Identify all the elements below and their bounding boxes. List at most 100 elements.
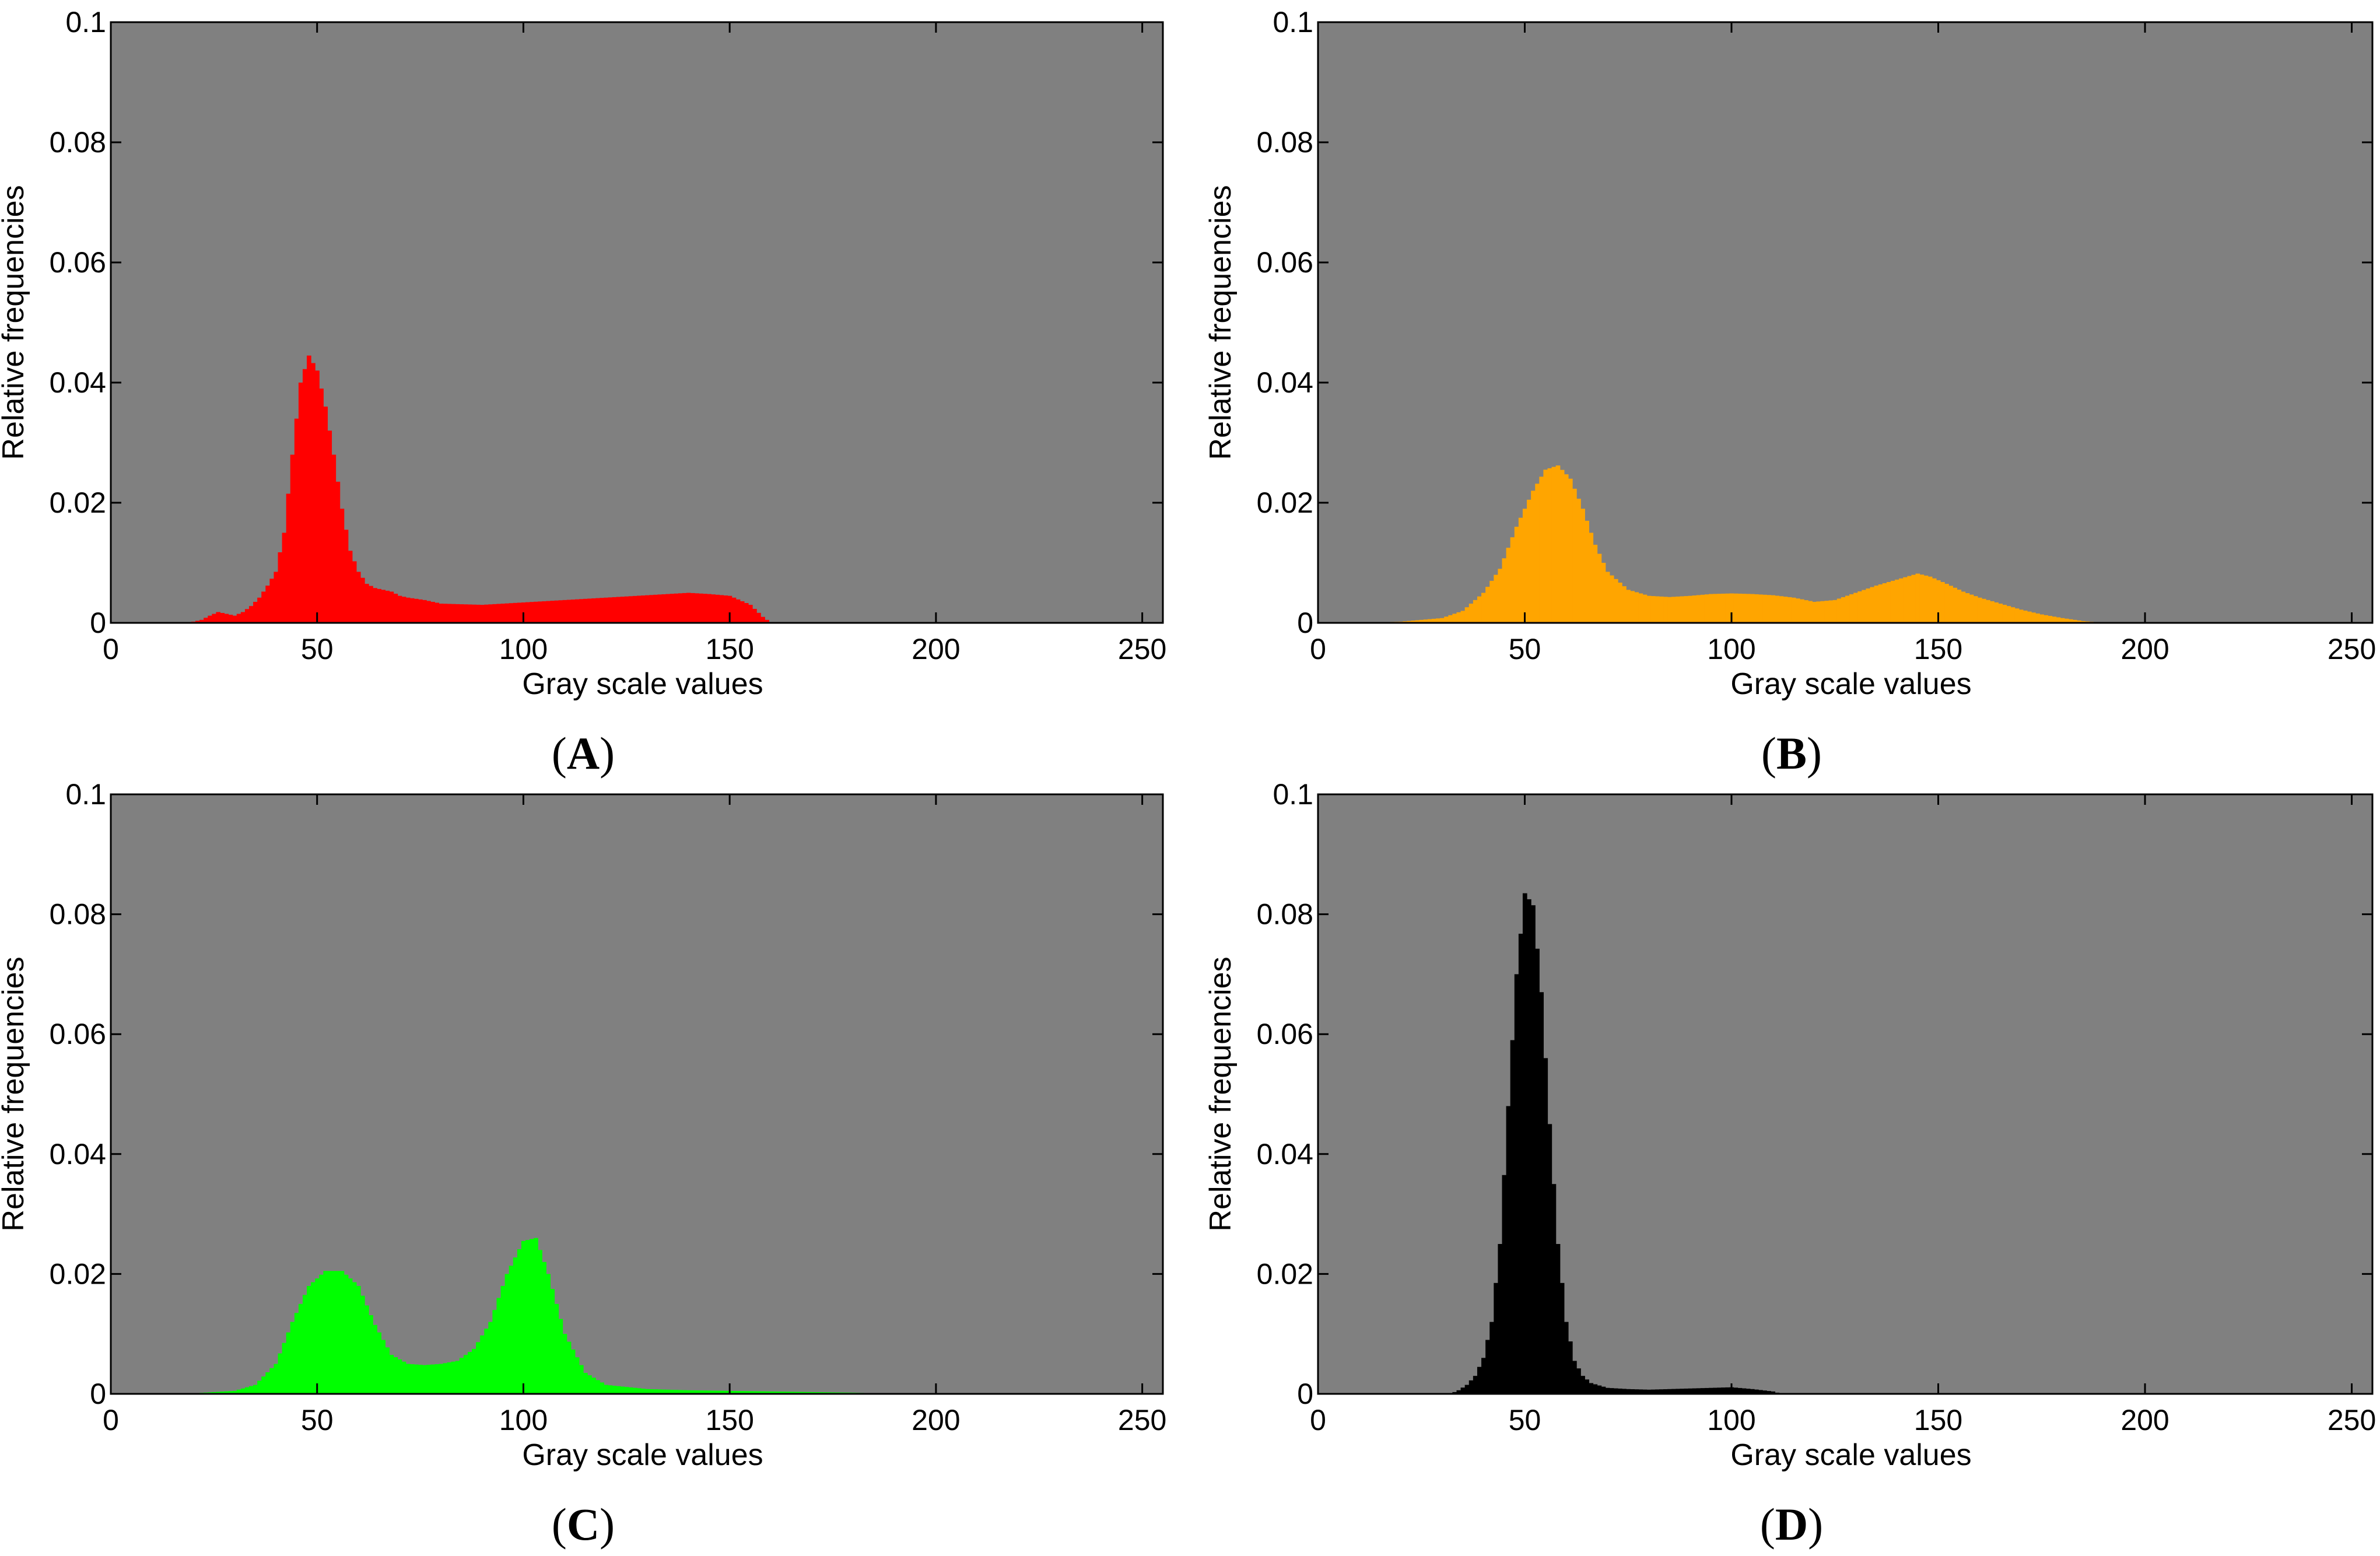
histogram-bar bbox=[1667, 597, 1672, 623]
histogram-bar bbox=[1709, 594, 1713, 623]
histogram-bar bbox=[1489, 580, 1494, 623]
histogram-bar bbox=[1692, 595, 1697, 623]
histogram-bar bbox=[703, 1390, 707, 1394]
y-tick-label: 0.02 bbox=[50, 1257, 106, 1290]
histogram-bar bbox=[1489, 1322, 1494, 1394]
y-tick-label: 0 bbox=[90, 1378, 106, 1410]
histogram-bar bbox=[1514, 974, 1519, 1394]
histogram-bar bbox=[686, 593, 691, 623]
histogram-bar bbox=[1502, 558, 1507, 623]
histogram-bar bbox=[401, 1361, 406, 1394]
histogram-bar bbox=[1737, 593, 1743, 623]
histogram-bar bbox=[534, 601, 538, 623]
y-tick-label: 0.04 bbox=[50, 366, 106, 399]
histogram-bar bbox=[459, 1358, 464, 1394]
histogram-bar bbox=[1444, 616, 1449, 623]
histogram-bar bbox=[1700, 594, 1705, 623]
histogram-bar bbox=[707, 1390, 711, 1394]
histogram-bar bbox=[418, 599, 423, 623]
y-tick-label: 0.06 bbox=[1257, 246, 1313, 279]
histogram-bars bbox=[154, 1238, 893, 1394]
x-axis-label: Gray scale values bbox=[522, 1438, 763, 1472]
histogram-bar bbox=[1725, 593, 1730, 623]
histogram-bar bbox=[579, 1365, 584, 1394]
histogram-bar bbox=[369, 586, 373, 623]
histogram-bar bbox=[298, 1303, 303, 1394]
histogram-bar bbox=[413, 1364, 419, 1394]
histogram-bar bbox=[1862, 590, 1867, 623]
histogram-bar bbox=[1531, 905, 1536, 1394]
histogram-bar bbox=[1593, 545, 1598, 623]
histogram-bar bbox=[1800, 599, 1804, 623]
histogram-bar bbox=[1828, 600, 1834, 623]
histogram-bar bbox=[418, 1365, 423, 1394]
histogram-bar bbox=[1771, 1391, 1776, 1394]
histogram-bar bbox=[228, 1391, 233, 1394]
histogram-bar bbox=[373, 588, 377, 623]
histogram-bar bbox=[612, 1386, 617, 1394]
histogram-bar bbox=[1559, 469, 1565, 623]
histogram-bar bbox=[1779, 596, 1784, 623]
histogram-bar bbox=[752, 1391, 757, 1394]
histogram-bar bbox=[430, 1364, 435, 1394]
histogram-bar bbox=[1485, 587, 1490, 623]
histogram-bar bbox=[723, 1390, 728, 1394]
histogram-bar bbox=[661, 1389, 667, 1394]
histogram-bar bbox=[2068, 619, 2073, 623]
histogram-bar bbox=[348, 1278, 353, 1394]
histogram-bar bbox=[686, 1390, 691, 1394]
histogram-bar bbox=[1568, 1341, 1573, 1394]
histogram-bar bbox=[381, 590, 386, 623]
histogram-bar bbox=[530, 602, 534, 623]
x-tick-label: 200 bbox=[2120, 1404, 2169, 1436]
histogram-bar bbox=[1531, 490, 1536, 623]
histogram-bar bbox=[517, 602, 522, 623]
histogram-bar bbox=[409, 1364, 415, 1394]
x-tick-label: 150 bbox=[705, 1404, 753, 1436]
histogram-bar bbox=[257, 597, 262, 623]
axes-frame bbox=[1317, 793, 2374, 1395]
x-axis-label: Gray scale values bbox=[522, 667, 763, 701]
histogram-bar bbox=[546, 601, 551, 623]
plot-background bbox=[1318, 794, 2372, 1394]
histogram-bar bbox=[504, 603, 510, 623]
histogram-bar bbox=[653, 594, 658, 623]
histogram-bar bbox=[1498, 1244, 1503, 1394]
histogram-bar bbox=[397, 1359, 402, 1394]
histogram-bar bbox=[484, 604, 489, 623]
histogram-bar bbox=[2043, 615, 2049, 623]
histogram-bar bbox=[286, 1332, 291, 1394]
histogram-bar bbox=[542, 1261, 546, 1394]
histogram-bar bbox=[735, 599, 741, 623]
histogram-bar bbox=[1551, 467, 1557, 623]
histogram-bars bbox=[187, 355, 769, 623]
histogram-bar bbox=[1994, 602, 1999, 623]
histogram-bar bbox=[339, 509, 345, 623]
histogram-bar bbox=[715, 1390, 720, 1394]
histogram-bar bbox=[1745, 1389, 1751, 1394]
histogram-bar bbox=[632, 1387, 637, 1394]
histogram-bar bbox=[393, 1357, 398, 1394]
histogram-bar bbox=[323, 1271, 328, 1394]
histogram-bar bbox=[509, 1266, 514, 1394]
histogram-bar bbox=[1741, 594, 1747, 623]
histogram-bar bbox=[612, 597, 617, 623]
histogram-bar bbox=[1473, 1376, 1478, 1394]
histogram-bar bbox=[739, 601, 745, 623]
y-tick-label: 0.04 bbox=[50, 1138, 106, 1170]
histogram-bar bbox=[1464, 607, 1470, 623]
histogram-bar bbox=[525, 1240, 530, 1394]
histogram-bar bbox=[236, 1389, 241, 1394]
histogram-bar bbox=[1589, 1383, 1594, 1394]
histogram-bar bbox=[492, 1310, 497, 1394]
histogram-bar bbox=[707, 594, 711, 623]
panel-a: 0 50 100 150 200 250 0 0.02 0.04 0.06 0.08 0.1 Gray … bbox=[0, 6, 1166, 779]
histogram-bar bbox=[323, 406, 328, 623]
histogram-bar bbox=[1762, 1390, 1767, 1394]
histogram-bar bbox=[1601, 563, 1606, 623]
histogram-bar bbox=[719, 595, 724, 623]
histogram-bar bbox=[1903, 577, 1908, 623]
histogram-bar bbox=[554, 600, 559, 623]
histogram-bar bbox=[1771, 595, 1776, 623]
